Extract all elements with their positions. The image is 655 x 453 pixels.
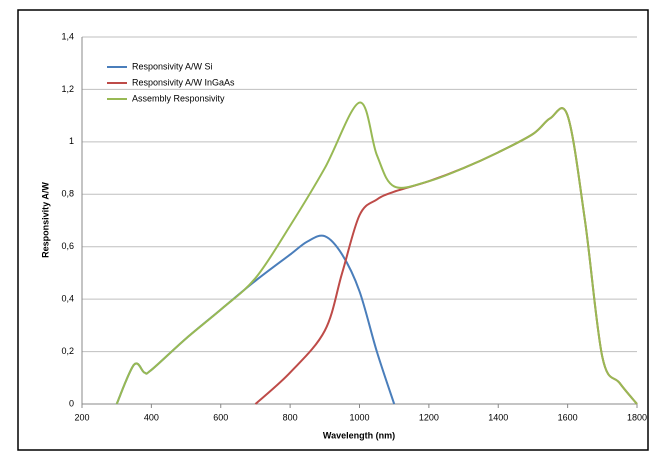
line	[115, 234, 396, 405]
line	[115, 101, 638, 405]
x-tick-label: 600	[213, 412, 228, 422]
legend-label: Responsivity A/W InGaAs	[132, 77, 235, 87]
legend-label: Responsivity A/W Si	[132, 61, 213, 71]
x-axis-title: Wavelength (nm)	[323, 430, 395, 440]
frame	[17, 9, 649, 451]
legend-label: Assembly Responsivity	[132, 93, 225, 103]
y-axis-title: Responsivity A/W	[40, 182, 50, 258]
x-tick-label: 1800	[627, 412, 647, 422]
x-tick-label: 800	[283, 412, 298, 422]
y-tick-label: 0	[69, 398, 74, 408]
x-tick-label: 1400	[488, 412, 508, 422]
line	[254, 107, 638, 405]
y-tick-label: 0,2	[61, 346, 74, 356]
y-tick-label: 0,6	[61, 241, 74, 251]
y-tick-label: 1,4	[61, 31, 74, 41]
x-tick-label: 1200	[419, 412, 439, 422]
y-tick-label: 1,2	[61, 84, 74, 94]
y-tick-label: 0,4	[61, 294, 74, 304]
y-tick-label: 0,8	[61, 189, 74, 199]
y-tick-label: 1	[69, 136, 74, 146]
x-tick-label: 1000	[349, 412, 369, 422]
x-tick-label: 1600	[558, 412, 578, 422]
x-tick-label: 200	[74, 412, 89, 422]
x-tick-label: 400	[144, 412, 159, 422]
